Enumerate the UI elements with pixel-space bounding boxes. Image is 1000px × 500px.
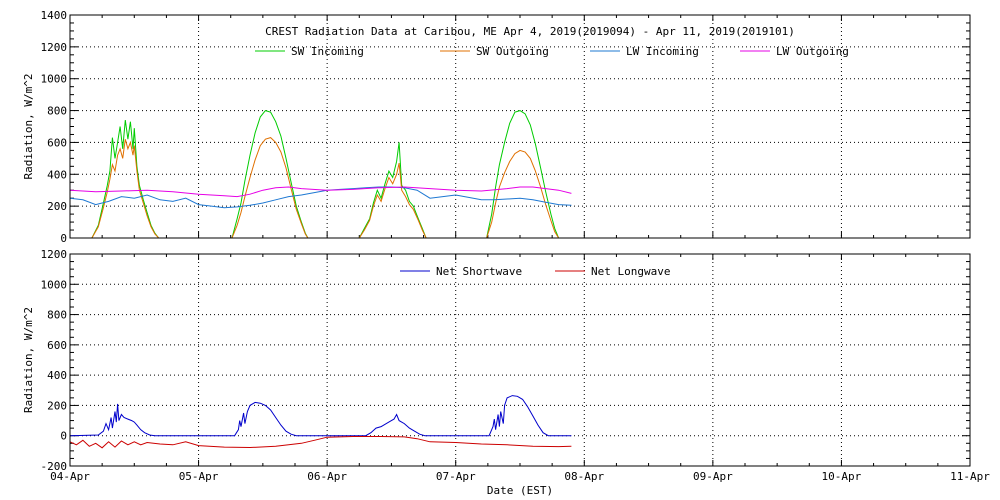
x-axis-label: Date (EST) xyxy=(487,484,553,497)
x-tick-label: 04-Apr xyxy=(50,470,90,483)
y-tick-label: -200 xyxy=(41,460,68,473)
y-tick-label: 200 xyxy=(47,399,67,412)
x-tick-label: 11-Apr xyxy=(950,470,990,483)
y-tick-label: 1400 xyxy=(41,9,68,22)
plot-frame xyxy=(69,253,971,467)
series-net-shortwave xyxy=(69,395,572,437)
y-tick-label: 1000 xyxy=(41,73,68,86)
x-tick-label: 10-Apr xyxy=(822,470,862,483)
series-sw-outgoing xyxy=(91,137,560,239)
radiation-components-panel: 0 200 400 600 800 1000 1200 1400 Radiation, W/m^… xyxy=(22,9,971,245)
legend-label-sw-outgoing: SW Outgoing xyxy=(476,45,549,58)
y-tick-label: 200 xyxy=(47,200,67,213)
y-tick-label: 800 xyxy=(47,105,67,118)
y-tick-label: 800 xyxy=(47,309,67,322)
legend-label-sw-incoming: SW Incoming xyxy=(291,45,364,58)
y-tick-label: 1200 xyxy=(41,41,68,54)
y-tick-label: 0 xyxy=(60,430,67,443)
legend-label-lw-incoming: LW Incoming xyxy=(626,45,699,58)
chart-title: CREST Radiation Data at Caribou, ME Apr … xyxy=(265,25,795,38)
legend-label-net-longwave: Net Longwave xyxy=(591,265,670,278)
series-lw-incoming xyxy=(69,186,572,209)
y-tick-label: 0 xyxy=(60,232,67,245)
y-tick-label: 1200 xyxy=(41,248,68,261)
y-axis-label: Radiation, W/m^2 xyxy=(22,74,35,180)
y-tick-label: 400 xyxy=(47,369,67,382)
x-tick-label: 05-Apr xyxy=(179,470,219,483)
y-tick-label: 600 xyxy=(47,136,67,149)
y-axis-label: Radiation, W/m^2 xyxy=(22,307,35,413)
legend-label-net-shortwave: Net Shortwave xyxy=(436,265,522,278)
x-tick-label: 09-Apr xyxy=(693,470,733,483)
x-tick-label: 06-Apr xyxy=(307,470,347,483)
plot-frame xyxy=(69,14,971,239)
net-radiation-panel: 04-Apr 05-Apr 06-Apr 07-Apr 08-Apr 09-Apr 10-A… xyxy=(22,248,990,483)
x-tick-label: 08-Apr xyxy=(564,470,604,483)
y-tick-label: 600 xyxy=(47,339,67,352)
legend-label-lw-outgoing: LW Outgoing xyxy=(776,45,849,58)
y-tick-label: 1000 xyxy=(41,278,68,291)
x-tick-label: 07-Apr xyxy=(436,470,476,483)
series-lw-outgoing xyxy=(69,186,572,198)
series-sw-incoming xyxy=(91,110,560,239)
y-tick-label: 400 xyxy=(47,168,67,181)
series-net-longwave xyxy=(69,436,572,449)
